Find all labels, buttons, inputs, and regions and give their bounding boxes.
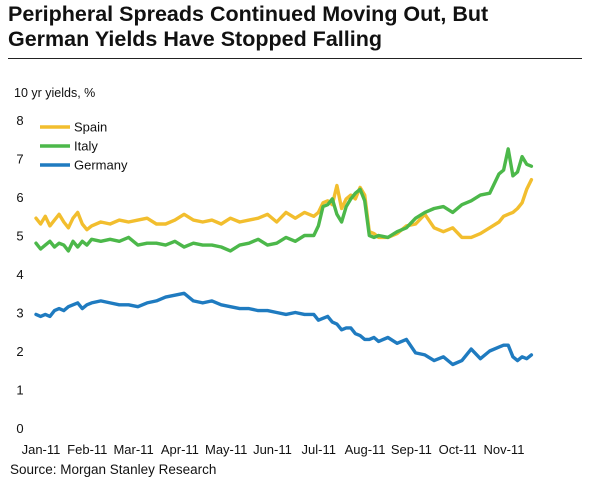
legend-label-italy: Italy bbox=[74, 139, 98, 154]
line-chart: 0 1 2 3 4 5 6 7 8 Jan-11 Feb-11 Mar-11 Apr-11 May-11 J… bbox=[16, 113, 534, 457]
y-tick-label: 2 bbox=[16, 344, 23, 359]
title-divider bbox=[8, 58, 582, 59]
source-note: Source: Morgan Stanley Research bbox=[10, 462, 217, 477]
y-tick-label: 1 bbox=[16, 383, 23, 398]
x-tick-label: Aug-11 bbox=[345, 442, 386, 457]
y-tick-label: 6 bbox=[16, 190, 23, 205]
y-tick-label: 3 bbox=[16, 306, 23, 321]
x-tick-label: Jan-11 bbox=[22, 442, 61, 457]
x-tick-label: Nov-11 bbox=[483, 442, 524, 457]
legend-label-germany: Germany bbox=[74, 158, 128, 173]
x-tick-label: Apr-11 bbox=[161, 442, 199, 457]
x-tick-label: Oct-11 bbox=[439, 442, 477, 457]
x-tick-label: Jun-11 bbox=[253, 442, 292, 457]
chart-title-line-1: Peripheral Spreads Continued Moving Out,… bbox=[8, 2, 489, 26]
x-tick-label: Jul-11 bbox=[302, 442, 336, 457]
y-tick-label: 8 bbox=[16, 113, 23, 128]
series-line-spain bbox=[34, 177, 534, 240]
x-tick-label: May-11 bbox=[205, 442, 247, 457]
y-tick-label: 0 bbox=[16, 421, 23, 436]
chart-title-line-2: German Yields Have Stopped Falling bbox=[8, 27, 382, 51]
y-tick-label: 7 bbox=[16, 152, 23, 167]
series-line-germany bbox=[34, 291, 534, 367]
x-tick-label: Sep-11 bbox=[391, 442, 432, 457]
legend-label-spain: Spain bbox=[74, 120, 107, 135]
x-tick-label: Feb-11 bbox=[67, 442, 107, 457]
y-tick-label: 5 bbox=[16, 229, 23, 244]
x-tick-label: Mar-11 bbox=[113, 442, 153, 457]
chart-title: Peripheral Spreads Continued Moving Out,… bbox=[8, 2, 583, 52]
y-tick-label: 4 bbox=[16, 267, 23, 282]
y-axis-label: 10 yr yields, % bbox=[14, 86, 96, 100]
series-line-italy bbox=[34, 147, 534, 253]
